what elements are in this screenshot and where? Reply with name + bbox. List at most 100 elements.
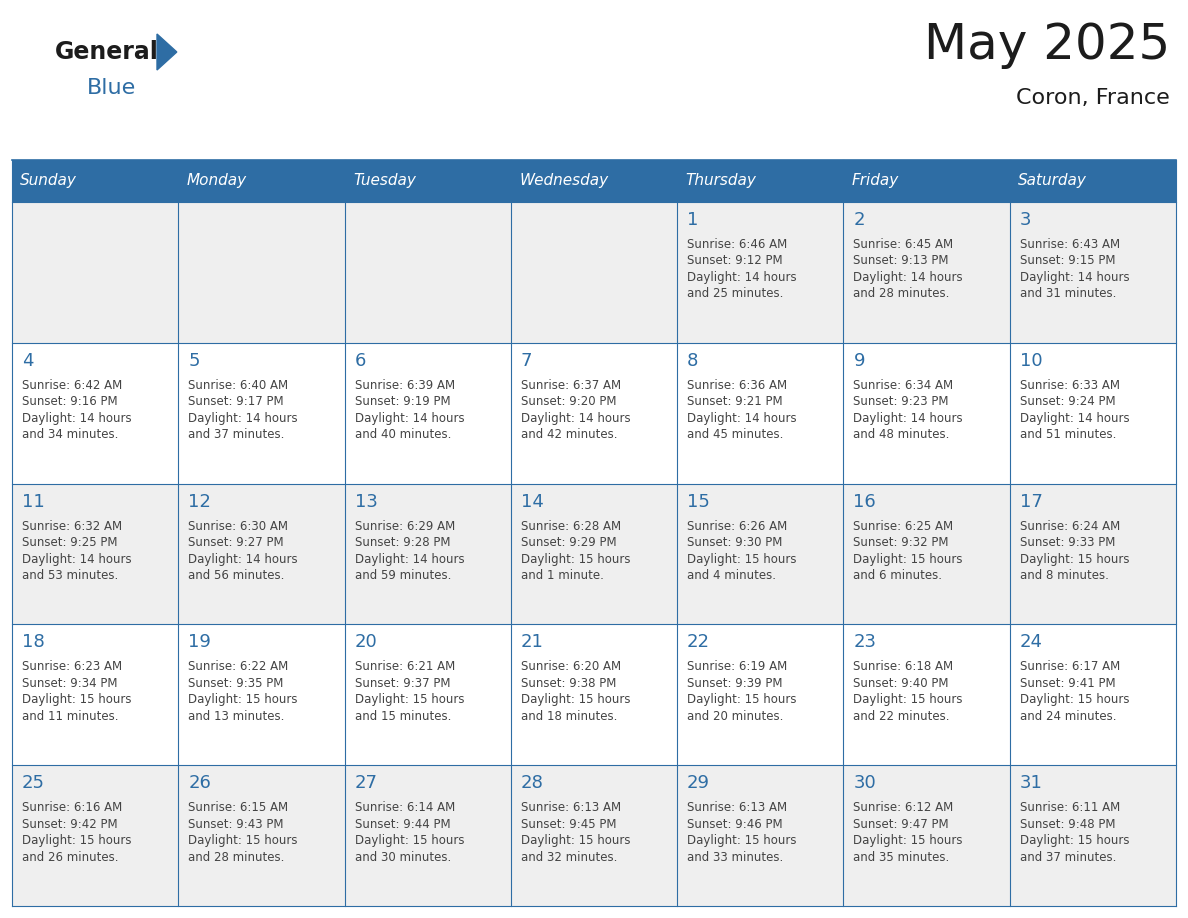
Text: and 33 minutes.: and 33 minutes. [687,851,783,864]
Bar [1010,484,1176,624]
Bar [345,484,511,624]
Text: Sunrise: 6:23 AM: Sunrise: 6:23 AM [21,660,122,674]
Text: Sunset: 9:32 PM: Sunset: 9:32 PM [853,536,949,549]
Polygon shape [157,34,177,70]
Text: 2: 2 [853,211,865,229]
Text: and 13 minutes.: and 13 minutes. [188,710,285,722]
Text: Daylight: 14 hours: Daylight: 14 hours [1019,412,1130,425]
Text: 16: 16 [853,493,877,510]
Text: Sunset: 9:46 PM: Sunset: 9:46 PM [687,818,783,831]
Text: Sunset: 9:38 PM: Sunset: 9:38 PM [520,677,617,690]
Text: Sunrise: 6:42 AM: Sunrise: 6:42 AM [21,379,122,392]
Text: Daylight: 14 hours: Daylight: 14 hours [687,412,797,425]
Text: Sunrise: 6:16 AM: Sunrise: 6:16 AM [21,801,122,814]
Text: Daylight: 15 hours: Daylight: 15 hours [1019,553,1129,565]
Text: 25: 25 [21,774,45,792]
Text: and 22 minutes.: and 22 minutes. [853,710,950,722]
Text: and 30 minutes.: and 30 minutes. [354,851,450,864]
Bar [12,160,1176,202]
Text: Sunrise: 6:46 AM: Sunrise: 6:46 AM [687,238,788,251]
Text: Coron, France: Coron, France [1016,88,1170,108]
Text: and 45 minutes.: and 45 minutes. [687,429,784,442]
Text: 22: 22 [687,633,710,652]
Text: Sunset: 9:15 PM: Sunset: 9:15 PM [1019,254,1116,267]
Text: 8: 8 [687,352,699,370]
Text: Daylight: 15 hours: Daylight: 15 hours [687,693,797,706]
Text: and 20 minutes.: and 20 minutes. [687,710,784,722]
Text: Daylight: 14 hours: Daylight: 14 hours [687,271,797,284]
Text: and 15 minutes.: and 15 minutes. [354,710,451,722]
Text: Daylight: 15 hours: Daylight: 15 hours [188,834,298,847]
Bar [511,766,677,906]
Text: Sunset: 9:24 PM: Sunset: 9:24 PM [1019,396,1116,409]
Text: Sunrise: 6:32 AM: Sunrise: 6:32 AM [21,520,122,532]
Text: 15: 15 [687,493,710,510]
Text: and 24 minutes.: and 24 minutes. [1019,710,1117,722]
Text: 14: 14 [520,493,544,510]
Text: Sunrise: 6:12 AM: Sunrise: 6:12 AM [853,801,954,814]
Text: 27: 27 [354,774,378,792]
Text: Daylight: 15 hours: Daylight: 15 hours [520,693,631,706]
Text: Sunset: 9:19 PM: Sunset: 9:19 PM [354,396,450,409]
Bar [511,202,677,342]
Bar [345,202,511,342]
Text: Daylight: 15 hours: Daylight: 15 hours [21,693,132,706]
Text: Sunset: 9:33 PM: Sunset: 9:33 PM [1019,536,1116,549]
Bar [511,484,677,624]
Bar [677,342,843,484]
Text: Sunset: 9:35 PM: Sunset: 9:35 PM [188,677,284,690]
Bar [345,624,511,766]
Bar [511,342,677,484]
Text: and 28 minutes.: and 28 minutes. [188,851,285,864]
Text: Sunset: 9:48 PM: Sunset: 9:48 PM [1019,818,1116,831]
Text: and 37 minutes.: and 37 minutes. [188,429,285,442]
Text: Wednesday: Wednesday [519,174,608,188]
Text: Sunrise: 6:17 AM: Sunrise: 6:17 AM [1019,660,1120,674]
Text: 12: 12 [188,493,211,510]
Text: Daylight: 14 hours: Daylight: 14 hours [354,412,465,425]
Text: Daylight: 15 hours: Daylight: 15 hours [188,693,298,706]
Text: Sunset: 9:12 PM: Sunset: 9:12 PM [687,254,783,267]
Text: Daylight: 14 hours: Daylight: 14 hours [1019,271,1130,284]
Text: and 8 minutes.: and 8 minutes. [1019,569,1108,582]
Text: and 37 minutes.: and 37 minutes. [1019,851,1116,864]
Text: 31: 31 [1019,774,1043,792]
Bar [178,342,345,484]
Bar [843,624,1010,766]
Text: Sunrise: 6:30 AM: Sunrise: 6:30 AM [188,520,289,532]
Text: 23: 23 [853,633,877,652]
Text: Sunday: Sunday [20,174,77,188]
Text: Sunset: 9:25 PM: Sunset: 9:25 PM [21,536,118,549]
Text: Sunset: 9:40 PM: Sunset: 9:40 PM [853,677,949,690]
Text: Sunset: 9:37 PM: Sunset: 9:37 PM [354,677,450,690]
Text: 20: 20 [354,633,378,652]
Text: Sunrise: 6:19 AM: Sunrise: 6:19 AM [687,660,788,674]
Text: and 26 minutes.: and 26 minutes. [21,851,119,864]
Text: Sunrise: 6:36 AM: Sunrise: 6:36 AM [687,379,788,392]
Text: Friday: Friday [852,174,899,188]
Text: Monday: Monday [187,174,247,188]
Text: Sunrise: 6:25 AM: Sunrise: 6:25 AM [853,520,954,532]
Text: and 25 minutes.: and 25 minutes. [687,287,784,300]
Text: Sunrise: 6:37 AM: Sunrise: 6:37 AM [520,379,621,392]
Text: Sunrise: 6:33 AM: Sunrise: 6:33 AM [1019,379,1120,392]
Text: May 2025: May 2025 [924,21,1170,69]
Text: and 56 minutes.: and 56 minutes. [188,569,285,582]
Text: 29: 29 [687,774,710,792]
Text: Sunset: 9:45 PM: Sunset: 9:45 PM [520,818,617,831]
Text: 10: 10 [1019,352,1042,370]
Text: 11: 11 [21,493,45,510]
Bar [1010,766,1176,906]
Text: Sunrise: 6:28 AM: Sunrise: 6:28 AM [520,520,621,532]
Text: Daylight: 15 hours: Daylight: 15 hours [687,553,797,565]
Text: Sunset: 9:47 PM: Sunset: 9:47 PM [853,818,949,831]
Bar [12,484,178,624]
Text: 4: 4 [21,352,33,370]
Text: Sunset: 9:29 PM: Sunset: 9:29 PM [520,536,617,549]
Text: and 42 minutes.: and 42 minutes. [520,429,618,442]
Text: Daylight: 15 hours: Daylight: 15 hours [853,834,963,847]
Text: Sunrise: 6:15 AM: Sunrise: 6:15 AM [188,801,289,814]
Text: and 6 minutes.: and 6 minutes. [853,569,942,582]
Text: Sunrise: 6:34 AM: Sunrise: 6:34 AM [853,379,954,392]
Text: Sunrise: 6:18 AM: Sunrise: 6:18 AM [853,660,954,674]
